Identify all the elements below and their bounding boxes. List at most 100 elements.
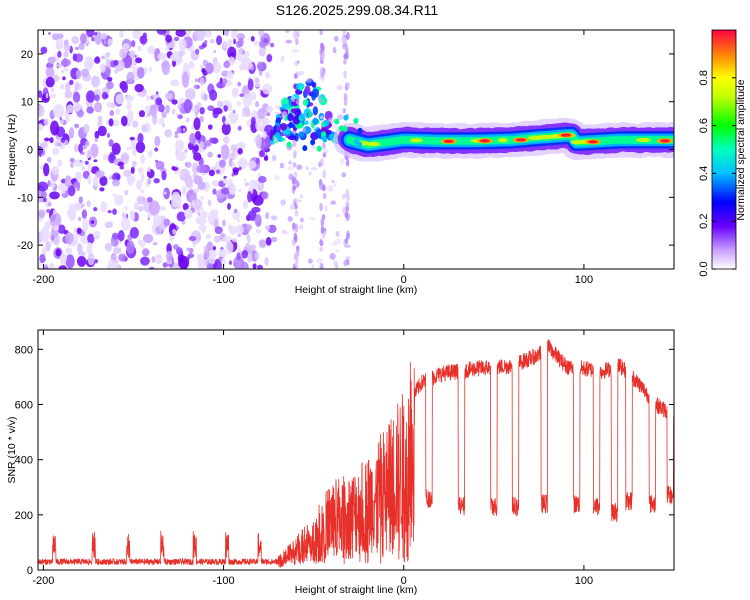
noise-column-blob <box>294 179 299 189</box>
noise-column-blob <box>322 184 326 192</box>
spectrogram-ytick-label: -10 <box>17 192 33 204</box>
carrier-hot-core <box>560 133 571 137</box>
noise-column-blob <box>345 189 350 197</box>
noise-blob <box>65 254 75 269</box>
noise-blob <box>213 49 216 54</box>
noise-blob <box>70 162 74 168</box>
noise-blob <box>220 187 230 195</box>
carrier-hot-core <box>443 139 454 143</box>
snr-series-line <box>38 339 674 568</box>
burst-noise-blob <box>345 256 351 260</box>
noise-blob <box>126 102 132 111</box>
noise-column-blob <box>293 232 298 242</box>
noise-blob <box>115 93 125 105</box>
noise-blob <box>90 220 95 224</box>
noise-blob <box>57 50 62 58</box>
noise-blob <box>260 191 269 200</box>
burst-noise-blob <box>293 197 299 203</box>
noise-blob <box>147 111 151 117</box>
noise-blob <box>69 79 74 86</box>
noise-blob <box>174 134 179 139</box>
noise-blob <box>184 30 192 37</box>
noise-blob <box>64 175 72 188</box>
noise-blob <box>81 68 90 78</box>
noise-blob <box>117 230 125 242</box>
burst-noise-blob <box>307 258 313 264</box>
noise-blob <box>181 71 190 88</box>
noise-blob <box>191 199 196 206</box>
noise-blob <box>49 191 60 200</box>
burst-blob <box>279 123 288 131</box>
burst-noise-blob <box>281 111 288 117</box>
noise-blob <box>212 188 217 195</box>
noise-blob <box>65 247 73 255</box>
burst-noise-blob <box>336 84 343 91</box>
burst-knot <box>342 125 348 132</box>
snr-xtick-label: 0 <box>401 575 407 587</box>
noise-blob <box>263 38 269 44</box>
noise-blob <box>82 145 87 150</box>
noise-column-blob <box>292 185 297 191</box>
burst-blob <box>290 108 298 114</box>
noise-blob <box>149 266 155 269</box>
burst-noise-blob <box>284 30 290 34</box>
noise-blob <box>103 52 109 60</box>
noise-blob <box>94 32 98 36</box>
spectrogram-ytick-label: 20 <box>21 49 33 61</box>
burst-knot <box>302 145 308 152</box>
colorbar-ticks: 0.0 0.2 0.4 0.6 0.8 <box>698 29 737 277</box>
noise-blob <box>145 105 151 114</box>
burst-blob <box>298 85 304 91</box>
noise-blob <box>231 238 238 243</box>
noise-blob <box>161 60 171 76</box>
noise-blob <box>184 174 193 188</box>
noise-blob <box>132 160 137 168</box>
burst-noise-blob <box>319 115 325 120</box>
noise-blob <box>254 252 260 260</box>
noise-blob <box>219 77 223 84</box>
noise-blob <box>237 125 242 131</box>
noise-blob <box>204 39 208 44</box>
noise-blob <box>55 248 62 257</box>
noise-blob <box>236 252 241 260</box>
burst-blob <box>312 117 319 125</box>
noise-column-blob <box>292 222 296 230</box>
noise-blob <box>254 77 261 88</box>
colorbar-tick-label: 0.2 <box>698 214 710 229</box>
spectrogram-xtick-label: 0 <box>401 274 407 286</box>
noise-blob <box>199 116 205 123</box>
noise-blob <box>52 209 57 215</box>
noise-blob <box>206 263 214 269</box>
noise-blob <box>117 161 125 167</box>
noise-blob <box>45 67 55 78</box>
burst-noise-blob <box>274 105 281 109</box>
noise-blob <box>247 190 252 203</box>
noise-blob <box>114 194 124 206</box>
noise-blob <box>179 171 183 176</box>
noise-blob <box>231 30 239 41</box>
noise-blob <box>223 179 227 184</box>
noise-blob <box>126 175 136 183</box>
burst-noise-blob <box>323 147 330 154</box>
burst-noise-blob <box>274 111 280 115</box>
spectrogram-ytick-label: 10 <box>21 97 33 109</box>
noise-blob <box>147 178 152 185</box>
burst-noise-blob <box>334 238 342 245</box>
burst-noise-blob <box>299 194 304 199</box>
noise-blob <box>78 42 85 51</box>
noise-blob <box>217 100 223 109</box>
noise-column-blob <box>343 259 347 267</box>
noise-blob <box>237 157 248 170</box>
noise-blob <box>166 250 173 262</box>
noise-blob <box>243 178 247 182</box>
noise-blob <box>207 105 215 112</box>
noise-blob <box>188 60 195 69</box>
noise-blob <box>158 104 165 113</box>
noise-blob <box>49 120 60 136</box>
noise-blob <box>140 189 145 194</box>
noise-blob <box>94 137 98 143</box>
noise-blob <box>129 226 139 239</box>
noise-blob <box>199 77 205 86</box>
noise-blob <box>151 256 156 263</box>
noise-blob <box>68 127 75 139</box>
